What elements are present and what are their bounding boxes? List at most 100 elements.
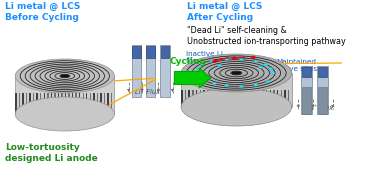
Ellipse shape xyxy=(15,59,115,93)
Ellipse shape xyxy=(254,84,258,86)
Bar xyxy=(54,93,56,114)
Bar xyxy=(132,45,141,97)
Ellipse shape xyxy=(266,80,270,83)
Bar xyxy=(37,93,38,114)
Bar xyxy=(79,93,81,114)
Bar xyxy=(236,90,238,107)
Bar xyxy=(318,87,327,114)
Ellipse shape xyxy=(200,63,204,66)
Bar xyxy=(22,93,24,114)
Ellipse shape xyxy=(217,64,222,67)
Bar xyxy=(160,45,170,97)
Bar xyxy=(82,93,84,114)
Bar xyxy=(225,90,227,107)
Bar xyxy=(248,90,249,107)
Bar xyxy=(229,90,231,107)
Bar xyxy=(218,90,220,107)
Bar xyxy=(189,90,190,107)
Text: Li metal @ LCS
Before Cycling: Li metal @ LCS Before Cycling xyxy=(5,2,80,22)
Text: "Dead Li" self-cleaning &
Unobstructed ion-transporting pathway: "Dead Li" self-cleaning & Unobstructed i… xyxy=(187,26,345,46)
Bar xyxy=(214,90,216,107)
Bar xyxy=(58,93,59,114)
Bar xyxy=(251,90,253,107)
Bar xyxy=(93,93,94,114)
Bar xyxy=(233,90,234,107)
Bar xyxy=(192,90,194,107)
Bar xyxy=(277,90,279,107)
Ellipse shape xyxy=(239,58,243,61)
Ellipse shape xyxy=(203,78,207,81)
Text: Low-tortuosity
designed Li anode: Low-tortuosity designed Li anode xyxy=(5,143,98,163)
Bar xyxy=(43,93,45,114)
Ellipse shape xyxy=(259,66,263,68)
Bar xyxy=(185,90,186,107)
Bar xyxy=(132,46,141,58)
Bar xyxy=(76,93,77,114)
Bar xyxy=(255,90,256,107)
Bar xyxy=(262,90,264,107)
Bar xyxy=(211,90,212,107)
Ellipse shape xyxy=(210,60,214,62)
Bar xyxy=(47,93,48,114)
Bar xyxy=(97,93,98,114)
Bar xyxy=(26,93,27,114)
Bar xyxy=(51,93,52,114)
Bar xyxy=(107,93,109,114)
Bar xyxy=(302,87,311,114)
Bar xyxy=(273,90,275,107)
Ellipse shape xyxy=(198,73,202,76)
Ellipse shape xyxy=(60,74,69,77)
Text: Li⁺ Flux: Li⁺ Flux xyxy=(135,89,160,95)
Bar xyxy=(288,90,290,107)
Text: Li metal @ LCS
After Cycling: Li metal @ LCS After Cycling xyxy=(187,2,262,22)
Text: Maintained
active sites: Maintained active sites xyxy=(276,59,318,72)
Ellipse shape xyxy=(254,60,258,63)
Bar xyxy=(301,66,312,114)
Bar xyxy=(29,93,31,114)
Ellipse shape xyxy=(196,68,201,71)
Bar xyxy=(72,93,73,114)
Ellipse shape xyxy=(271,72,275,74)
Ellipse shape xyxy=(263,63,268,66)
Bar xyxy=(203,90,205,107)
Bar xyxy=(90,93,91,114)
Bar xyxy=(146,45,155,97)
Bar xyxy=(146,46,155,58)
Bar xyxy=(15,93,17,114)
Bar xyxy=(280,90,282,107)
Ellipse shape xyxy=(181,88,292,126)
Bar xyxy=(65,93,66,114)
Bar xyxy=(104,93,105,114)
Ellipse shape xyxy=(15,97,115,131)
Bar xyxy=(318,66,328,114)
Bar xyxy=(161,46,169,58)
Ellipse shape xyxy=(225,84,229,87)
Bar xyxy=(19,93,20,114)
Bar xyxy=(284,90,286,107)
Bar xyxy=(200,90,201,107)
Bar xyxy=(266,90,267,107)
Bar xyxy=(302,67,311,77)
FancyArrow shape xyxy=(174,68,211,88)
Ellipse shape xyxy=(268,68,273,70)
Bar xyxy=(196,90,197,107)
Bar xyxy=(318,67,327,77)
Text: Li⁺ Flux: Li⁺ Flux xyxy=(308,105,333,111)
Ellipse shape xyxy=(225,58,229,61)
Ellipse shape xyxy=(212,82,217,85)
Bar xyxy=(207,90,208,107)
Bar xyxy=(61,93,63,114)
Text: Cycling: Cycling xyxy=(170,57,207,67)
Ellipse shape xyxy=(231,71,242,75)
Ellipse shape xyxy=(239,85,243,88)
Text: Inactive Li
Merged Li metal: Inactive Li Merged Li metal xyxy=(186,51,245,64)
Bar xyxy=(33,93,34,114)
Bar xyxy=(111,93,112,114)
Polygon shape xyxy=(15,76,115,114)
Bar xyxy=(86,93,87,114)
Polygon shape xyxy=(181,73,292,107)
Bar xyxy=(181,90,183,107)
Bar xyxy=(100,93,102,114)
Bar xyxy=(40,93,42,114)
Bar xyxy=(222,90,223,107)
